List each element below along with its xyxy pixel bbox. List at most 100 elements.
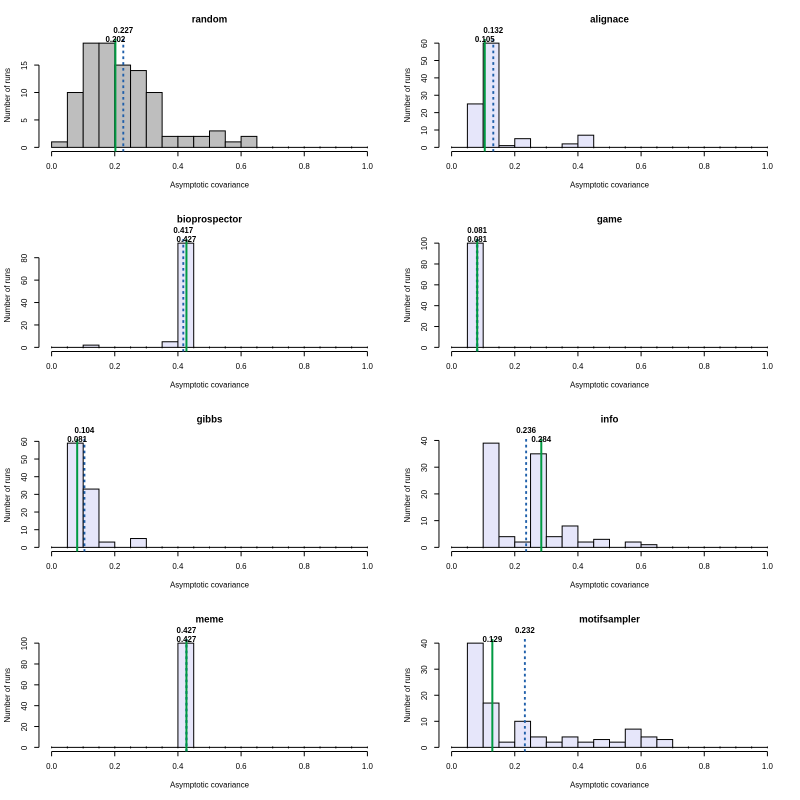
svg-text:60: 60 <box>20 437 29 446</box>
svg-text:20: 20 <box>420 489 429 498</box>
svg-text:alignace: alignace <box>590 14 629 25</box>
svg-text:0.6: 0.6 <box>236 362 248 371</box>
svg-text:Number of runs: Number of runs <box>403 268 412 323</box>
svg-text:40: 40 <box>20 298 29 307</box>
svg-text:0.6: 0.6 <box>236 162 248 171</box>
svg-text:10: 10 <box>20 88 29 97</box>
svg-text:80: 80 <box>420 259 429 268</box>
svg-text:0.8: 0.8 <box>299 562 311 571</box>
svg-text:0.6: 0.6 <box>636 762 648 771</box>
svg-text:meme: meme <box>195 614 224 625</box>
svg-text:20: 20 <box>420 108 429 117</box>
svg-text:100: 100 <box>20 636 29 650</box>
svg-text:0.0: 0.0 <box>446 762 458 771</box>
svg-text:Number of runs: Number of runs <box>3 668 12 723</box>
svg-text:0.4: 0.4 <box>572 562 584 571</box>
svg-text:0.081: 0.081 <box>67 435 87 444</box>
svg-text:0.104: 0.104 <box>75 426 95 435</box>
svg-text:0.2: 0.2 <box>109 762 120 771</box>
svg-text:0.427: 0.427 <box>177 626 197 635</box>
svg-text:0.081: 0.081 <box>467 226 487 235</box>
svg-text:15: 15 <box>20 61 29 70</box>
svg-text:1.0: 1.0 <box>362 762 374 771</box>
svg-text:1.0: 1.0 <box>362 362 374 371</box>
svg-text:0: 0 <box>420 545 429 550</box>
svg-text:10: 10 <box>420 125 429 134</box>
svg-text:0: 0 <box>420 145 429 150</box>
svg-text:0.2: 0.2 <box>509 562 520 571</box>
svg-text:0: 0 <box>20 345 29 350</box>
svg-text:10: 10 <box>20 525 29 534</box>
svg-text:0.0: 0.0 <box>46 162 58 171</box>
svg-text:0.081: 0.081 <box>467 235 487 244</box>
svg-text:0.0: 0.0 <box>446 562 458 571</box>
svg-text:Asymptotic covariance: Asymptotic covariance <box>570 781 650 790</box>
svg-text:gibbs: gibbs <box>197 414 223 425</box>
svg-text:Number of runs: Number of runs <box>403 468 412 523</box>
svg-text:0: 0 <box>420 345 429 350</box>
svg-text:100: 100 <box>420 236 429 250</box>
svg-text:60: 60 <box>20 276 29 285</box>
svg-text:Number of runs: Number of runs <box>3 468 12 523</box>
svg-text:0.6: 0.6 <box>636 362 648 371</box>
svg-text:0.232: 0.232 <box>515 626 535 635</box>
svg-text:20: 20 <box>420 322 429 331</box>
svg-text:Asymptotic covariance: Asymptotic covariance <box>570 181 650 190</box>
svg-text:Asymptotic covariance: Asymptotic covariance <box>170 781 250 790</box>
svg-text:info: info <box>601 414 619 425</box>
svg-text:0.2: 0.2 <box>509 762 520 771</box>
svg-text:0.8: 0.8 <box>699 762 711 771</box>
svg-text:0.0: 0.0 <box>46 362 58 371</box>
svg-text:1.0: 1.0 <box>762 362 774 371</box>
svg-text:0: 0 <box>20 745 29 750</box>
svg-text:80: 80 <box>20 253 29 262</box>
svg-text:20: 20 <box>20 508 29 517</box>
svg-text:0.427: 0.427 <box>177 635 197 644</box>
svg-text:0.2: 0.2 <box>109 562 120 571</box>
svg-text:0.6: 0.6 <box>636 162 648 171</box>
svg-text:30: 30 <box>20 490 29 499</box>
svg-text:0.427: 0.427 <box>177 235 197 244</box>
svg-text:10: 10 <box>420 516 429 525</box>
svg-text:40: 40 <box>20 701 29 710</box>
svg-text:0.2: 0.2 <box>109 162 120 171</box>
svg-text:1.0: 1.0 <box>362 162 374 171</box>
svg-text:30: 30 <box>420 665 429 674</box>
svg-text:0.4: 0.4 <box>572 162 584 171</box>
svg-text:30: 30 <box>420 91 429 100</box>
svg-text:Asymptotic covariance: Asymptotic covariance <box>570 581 650 590</box>
svg-text:Number of runs: Number of runs <box>403 668 412 723</box>
svg-text:0.0: 0.0 <box>46 762 58 771</box>
svg-text:0.4: 0.4 <box>172 762 184 771</box>
svg-text:20: 20 <box>420 691 429 700</box>
svg-text:1.0: 1.0 <box>362 562 374 571</box>
svg-text:0.4: 0.4 <box>572 762 584 771</box>
svg-text:0.202: 0.202 <box>105 35 125 44</box>
svg-text:0.6: 0.6 <box>636 562 648 571</box>
svg-text:40: 40 <box>420 436 429 445</box>
svg-text:0.236: 0.236 <box>516 426 536 435</box>
svg-text:Number of runs: Number of runs <box>403 68 412 123</box>
svg-text:0.0: 0.0 <box>46 562 58 571</box>
svg-text:Asymptotic covariance: Asymptotic covariance <box>170 181 250 190</box>
svg-text:1.0: 1.0 <box>762 762 774 771</box>
svg-text:Number of runs: Number of runs <box>3 268 12 323</box>
svg-text:0.8: 0.8 <box>299 362 311 371</box>
svg-text:30: 30 <box>420 463 429 472</box>
svg-text:0.2: 0.2 <box>109 362 120 371</box>
svg-text:0.6: 0.6 <box>236 562 248 571</box>
svg-text:0: 0 <box>20 145 29 150</box>
svg-text:20: 20 <box>20 320 29 329</box>
svg-text:game: game <box>597 214 623 225</box>
svg-text:60: 60 <box>20 680 29 689</box>
svg-text:10: 10 <box>420 717 429 726</box>
svg-text:bioprospector: bioprospector <box>177 214 242 225</box>
svg-text:40: 40 <box>420 73 429 82</box>
svg-text:40: 40 <box>20 472 29 481</box>
svg-text:0.2: 0.2 <box>509 162 520 171</box>
svg-text:0.105: 0.105 <box>475 35 495 44</box>
svg-text:50: 50 <box>20 455 29 464</box>
svg-text:0: 0 <box>420 745 429 750</box>
svg-text:0.4: 0.4 <box>572 362 584 371</box>
svg-text:random: random <box>192 14 228 25</box>
